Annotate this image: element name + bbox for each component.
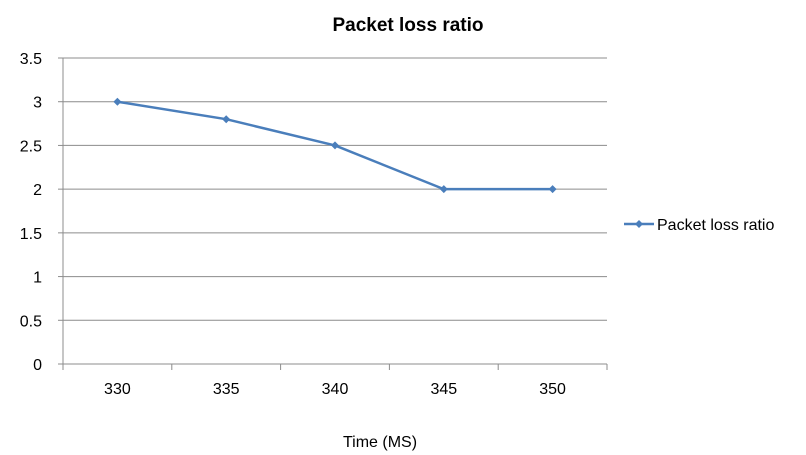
chart-title: Packet loss ratio [332,15,483,36]
x-tick-label: 350 [539,381,566,398]
y-tick-label: 3.5 [20,51,42,68]
x-axis-label: Time (MS) [343,434,417,451]
y-tick-label: 1 [33,270,42,287]
data-point [439,185,448,194]
data-point [331,141,339,150]
y-tick-label: 1.5 [20,226,42,243]
y-tick-label: 3 [33,95,42,112]
axes [58,57,608,370]
y-tick-labels: 0 0.5 1 1.5 2 2.5 3 3.5 [20,51,42,374]
data-point [222,115,231,124]
x-tick-label: 345 [430,381,457,398]
data-point [113,97,122,106]
y-tick-label: 0.5 [20,313,42,330]
legend-label: Packet loss ratio [657,217,774,234]
series-layer [113,97,557,194]
x-tick-label: 340 [322,381,349,398]
x-tick-label: 330 [104,381,131,398]
legend: Packet loss ratio [624,217,774,234]
data-point [548,185,557,194]
y-tick-label: 2 [33,182,42,199]
x-tick-labels: 330 335 340 345 350 [104,381,566,398]
y-tick-label: 2.5 [20,138,42,155]
x-tick-label: 335 [213,381,240,398]
y-tick-label: 0 [33,357,42,374]
legend-swatch-marker [635,220,643,228]
